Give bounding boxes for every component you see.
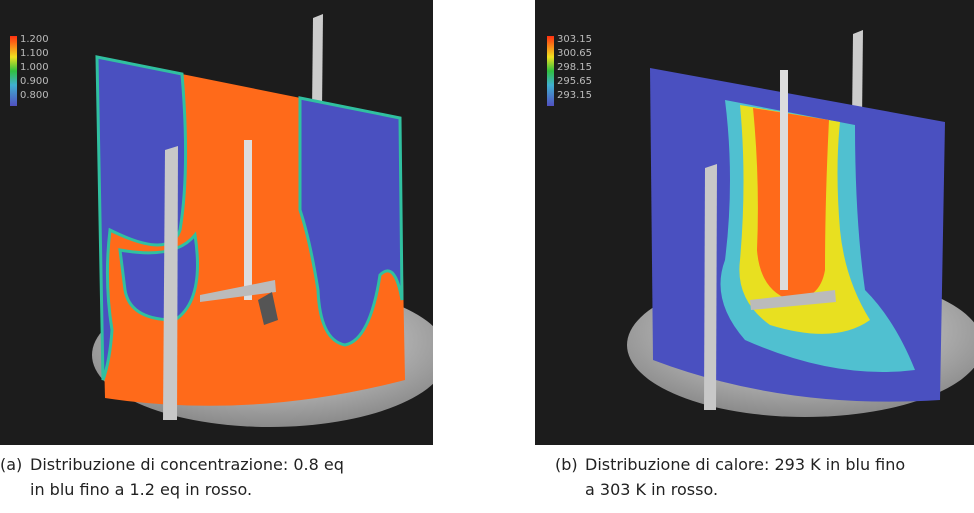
baffle [163,146,178,420]
color-bar [547,36,554,106]
legend-label: 0.800 [20,90,49,101]
legend-label: 0.900 [20,76,49,87]
temperature-image: 303.15 300.65 298.15 295.65 293.15 [535,0,974,445]
shaft [780,70,788,290]
legend-label: 1.000 [20,62,49,73]
baffle [704,164,717,410]
caption-text: in blu fino a 1.2 eq in rosso. [0,477,344,502]
caption-label: (a) [0,452,30,477]
concentration-image: 1.200 1.100 1.000 0.900 0.800 [0,0,433,445]
legend-label: 1.100 [20,48,49,59]
caption: (a)Distribuzione di concentrazione: 0.8 … [0,452,344,502]
legend-label: 295.65 [557,76,592,87]
legend-label: 300.65 [557,48,592,59]
hot-region [753,108,829,300]
legend-label: 303.15 [557,34,592,45]
legend-label: 298.15 [557,62,592,73]
color-bar [10,36,17,106]
caption: (b)Distribuzione di calore: 293 K in blu… [555,452,905,502]
shaft [244,140,252,300]
baffle [312,14,323,112]
caption-text: Distribuzione di concentrazione: 0.8 eq [30,455,344,474]
legend-label: 293.15 [557,90,592,101]
page: 1.200 1.100 1.000 0.900 0.800 303.15 300… [0,0,974,513]
legend-label: 1.200 [20,34,49,45]
caption-label: (b) [555,452,585,477]
caption-text: a 303 K in rosso. [555,477,905,502]
caption-text: Distribuzione di calore: 293 K in blu fi… [585,455,905,474]
